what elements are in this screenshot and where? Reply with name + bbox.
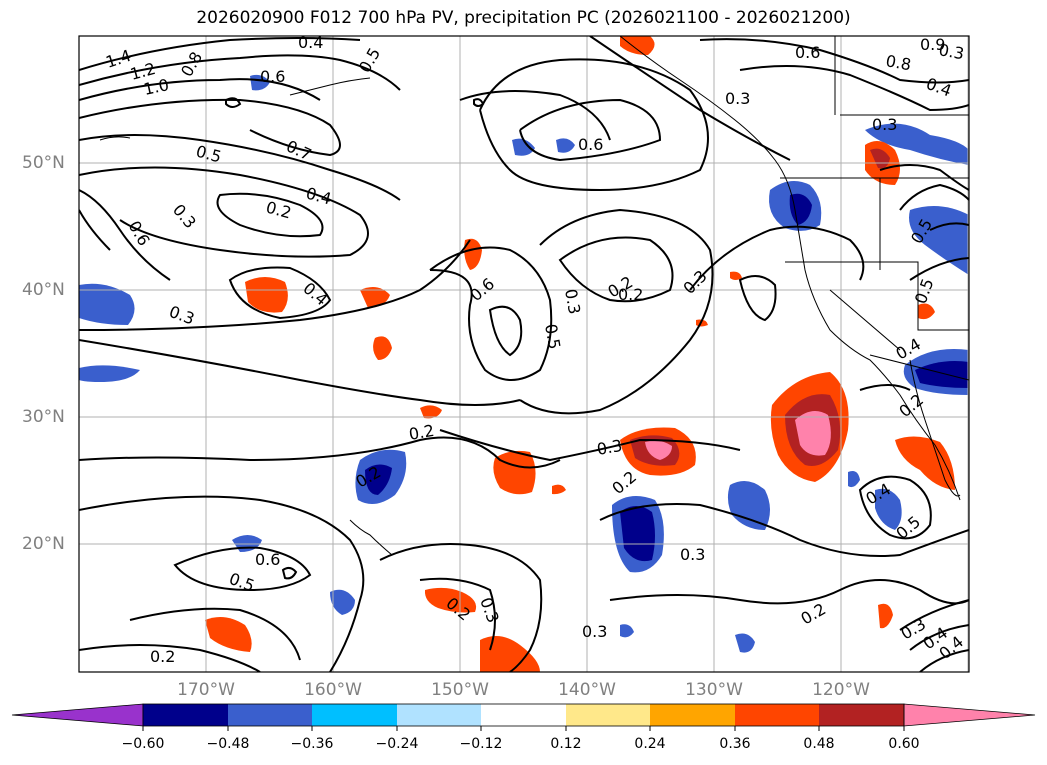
colorbar-tick-label: 0.48	[803, 736, 835, 752]
map-frame	[78, 35, 970, 673]
precipitation-shading	[79, 36, 969, 672]
svg-text:0.5: 0.5	[541, 322, 564, 350]
svg-text:0.2: 0.2	[150, 647, 175, 666]
latitude-label: 20°N	[22, 534, 65, 554]
svg-text:0.8: 0.8	[884, 51, 912, 74]
longitude-label: 130°W	[685, 680, 743, 700]
colorbar-tick-label: −0.60	[121, 736, 165, 752]
plot-title: 2026020900 F012 700 hPa PV, precipitatio…	[196, 8, 851, 28]
svg-text:0.3: 0.3	[582, 622, 607, 641]
latitude-label: 40°N	[22, 280, 65, 300]
colorbar-tick-label: 0.24	[634, 736, 666, 752]
svg-text:0.3: 0.3	[680, 545, 705, 564]
svg-text:0.3: 0.3	[725, 89, 750, 108]
latitude-label: 50°N	[22, 153, 65, 173]
svg-text:0.6: 0.6	[578, 135, 603, 154]
svg-text:0.3: 0.3	[561, 287, 584, 315]
longitude-label: 170°W	[177, 680, 235, 700]
colorbar-extend-low	[11, 703, 144, 727]
colorbar-tick-label: 0.36	[719, 736, 751, 752]
longitude-label: 160°W	[304, 680, 362, 700]
colorbar-tick-label: −0.36	[290, 736, 334, 752]
svg-text:0.6: 0.6	[260, 67, 285, 86]
colorbar	[11, 703, 1036, 731]
colorbar-tick-label: −0.48	[206, 736, 250, 752]
colorbar-tick-label: −0.24	[375, 736, 419, 752]
svg-text:0.3: 0.3	[872, 115, 897, 134]
svg-text:0.3: 0.3	[595, 436, 623, 459]
svg-text:0.9: 0.9	[920, 35, 945, 54]
longitude-label: 140°W	[558, 680, 616, 700]
svg-text:0.2: 0.2	[407, 421, 435, 444]
svg-text:0.6: 0.6	[255, 550, 280, 569]
pv-contour-labels: 1.4 1.2 1.0 0.8 0.6 0.4 0.5 0.7 0.5 0.4 …	[103, 33, 967, 666]
map-gridlines	[79, 36, 969, 672]
svg-text:1.0: 1.0	[142, 75, 171, 99]
colorbar-tick-label: 0.12	[550, 736, 582, 752]
svg-text:0.3: 0.3	[937, 40, 965, 63]
coastlines	[99, 36, 969, 556]
colorbar-tick-label: 0.60	[888, 736, 920, 752]
map-background	[79, 36, 969, 672]
svg-text:0.6: 0.6	[795, 43, 820, 62]
svg-text:0.2: 0.2	[618, 285, 643, 304]
colorbar-extend-high	[903, 703, 1036, 727]
longitude-label: 150°W	[431, 680, 489, 700]
longitude-label: 120°W	[812, 680, 870, 700]
latitude-label: 30°N	[22, 407, 65, 427]
pv-contours	[79, 36, 969, 672]
svg-text:0.4: 0.4	[298, 33, 323, 52]
colorbar-tick-label: −0.12	[459, 736, 503, 752]
